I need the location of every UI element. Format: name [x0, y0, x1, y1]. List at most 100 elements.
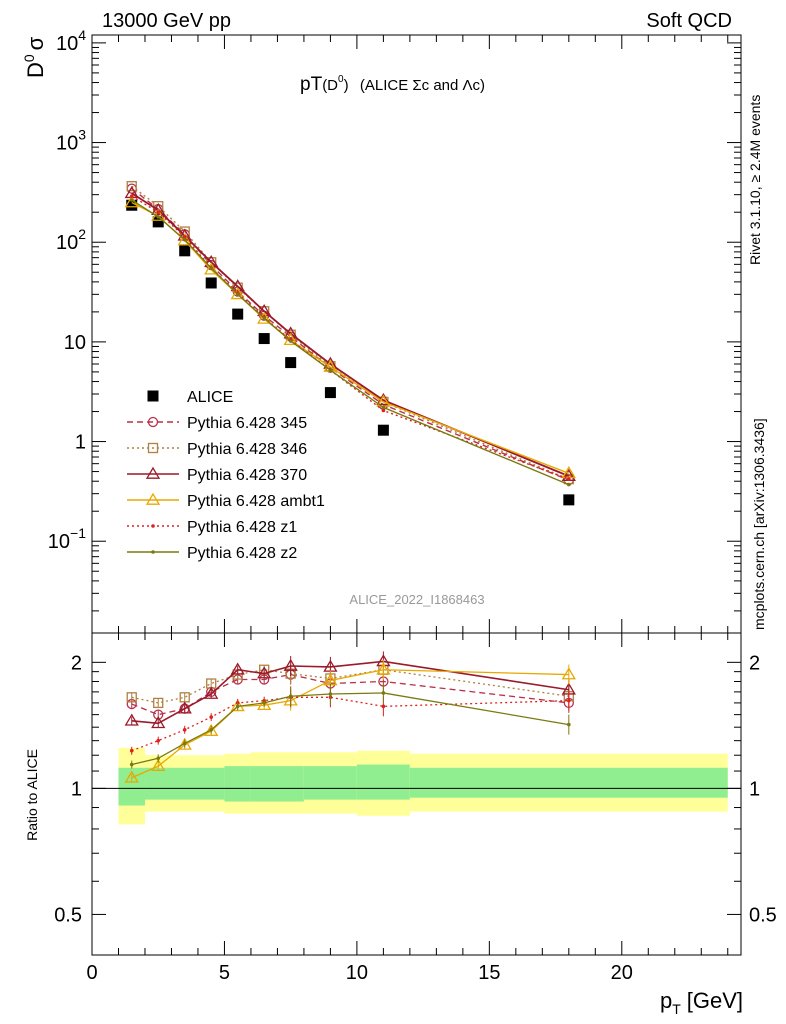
analysis-watermark: ALICE_2022_I1868463 — [349, 592, 484, 607]
ratio-line-ambt1 — [131, 669, 569, 779]
ratio-line-p345 — [131, 673, 569, 716]
ratio-point-ambt1 — [124, 770, 139, 783]
point-z2 — [288, 339, 293, 343]
ratio-y-tick-label: 0.5 — [54, 904, 82, 926]
legend-item-p345: Pythia 6.428 345 — [127, 415, 307, 432]
point-z2 — [235, 292, 240, 297]
data-point-alice — [126, 199, 138, 211]
ratio-point-z2 — [381, 691, 386, 695]
point-ambt1 — [230, 287, 245, 300]
ratio-y-tick-label-right: 2 — [749, 652, 760, 674]
legend-label-z1: Pythia 6.428 z1 — [187, 519, 297, 536]
legend-label-data: ALICE — [187, 389, 233, 406]
point-ambt1 — [204, 262, 219, 275]
rivet-version-label: Rivet 3.1.10, ≥ 2.4M events — [747, 95, 763, 265]
ratio-point-z2 — [262, 701, 266, 705]
legend-item-p346: Pythia 6.428 346 — [127, 441, 307, 458]
ratio-point-ambt1 — [151, 758, 166, 771]
ratio-line-p346 — [131, 669, 569, 704]
ratio-point-z2 — [156, 756, 161, 761]
ratio-point-p370 — [257, 666, 272, 679]
ratio-point-z1 — [381, 704, 386, 709]
point-z2 — [381, 405, 386, 410]
ratio-series-p346 — [126, 659, 574, 709]
ratio-line-z2 — [131, 692, 569, 766]
main-y-tick-label: 1 — [75, 432, 86, 454]
ratio-point-p370 — [283, 658, 298, 671]
legend-label-p346: Pythia 6.428 346 — [187, 441, 307, 458]
legend-label-p370: Pythia 6.428 370 — [187, 467, 307, 484]
mcplots-label: mcplots.cern.ch [arXiv:1306.3436] — [751, 418, 767, 630]
ratio-point-p370 — [230, 662, 245, 675]
main-plot-frame — [91, 34, 742, 634]
data-point-alice — [205, 277, 217, 289]
ratio-series-p370 — [124, 651, 576, 729]
ratio-plot-frame — [91, 632, 742, 956]
series-p370 — [124, 185, 576, 481]
ratio-point-p346 — [153, 697, 164, 709]
ratio-point-p345 — [153, 709, 164, 720]
ratio-point-p346 — [126, 692, 137, 703]
data-point-alice — [152, 216, 164, 228]
ratio-point-z2 — [182, 741, 187, 746]
legend-marker-p345 — [147, 416, 159, 428]
ratio-series-z2 — [129, 682, 571, 769]
ratio-point-z2 — [235, 704, 240, 709]
ratio-point-ambt1 — [376, 662, 391, 675]
x-tick-label: 0 — [86, 962, 97, 984]
series-line-z1 — [131, 195, 570, 480]
ratio-point-ambt1 — [257, 697, 272, 711]
ratio-y-tick-label: 1 — [71, 778, 82, 800]
series-z2 — [129, 198, 571, 487]
series-p346 — [126, 181, 574, 485]
point-z1 — [182, 235, 187, 239]
ratio-y-axis-label: Ratio to ALICE — [24, 749, 40, 841]
ratio-y-tick-label-right: 0.5 — [749, 904, 777, 926]
ratio-point-z2 — [209, 728, 214, 732]
point-p346 — [126, 181, 137, 192]
ratio-series-ambt1 — [124, 659, 576, 783]
ratio-point-z2 — [567, 722, 571, 727]
legend-marker-z2 — [151, 550, 155, 554]
ratio-point-z1 — [156, 738, 161, 743]
ratio-line-p370 — [131, 660, 569, 725]
series-line-ambt1 — [131, 201, 570, 474]
ratio-point-ambt1 — [204, 723, 219, 736]
legend-marker-p346 — [147, 442, 159, 454]
data-point-alice — [563, 494, 575, 506]
ratio-y-tick-label: 2 — [71, 652, 82, 674]
point-z1 — [381, 408, 386, 413]
band-inner — [250, 766, 304, 802]
band-inner — [303, 766, 357, 800]
point-p370 — [230, 279, 245, 292]
legend-label-ambt1: Pythia 6.428 ambt1 — [187, 493, 325, 510]
legend-item-z1: Pythia 6.428 z1 — [127, 519, 297, 536]
point-z2 — [129, 198, 134, 202]
ratio-point-ambt1 — [561, 667, 576, 680]
ratio-line-z1 — [131, 696, 569, 752]
ratio-point-z1 — [129, 748, 134, 753]
point-z2 — [262, 316, 266, 320]
band-inner — [144, 767, 225, 800]
legend-item-z2: Pythia 6.428 z2 — [127, 545, 297, 562]
x-tick-label: 20 — [611, 962, 633, 984]
data-point-alice — [377, 424, 389, 436]
point-p370 — [257, 303, 272, 317]
ratio-series-z1 — [129, 687, 571, 755]
data-point-alice — [179, 245, 191, 257]
main-y-tick-label: 10 — [64, 332, 86, 354]
x-tick-label: 15 — [478, 962, 500, 984]
category-label: Soft QCD — [646, 10, 732, 32]
legend-item-ambt1: Pythia 6.428 ambt1 — [127, 492, 325, 510]
series-line-z2 — [131, 199, 570, 486]
series-line-p370 — [131, 192, 570, 477]
data-point-alice — [258, 333, 270, 345]
series-line-p345 — [131, 188, 570, 481]
point-p370 — [151, 202, 166, 215]
band-inner — [356, 764, 410, 800]
data-point-alice — [285, 357, 297, 369]
point-ambt1 — [257, 311, 272, 324]
band-inner — [224, 766, 251, 802]
